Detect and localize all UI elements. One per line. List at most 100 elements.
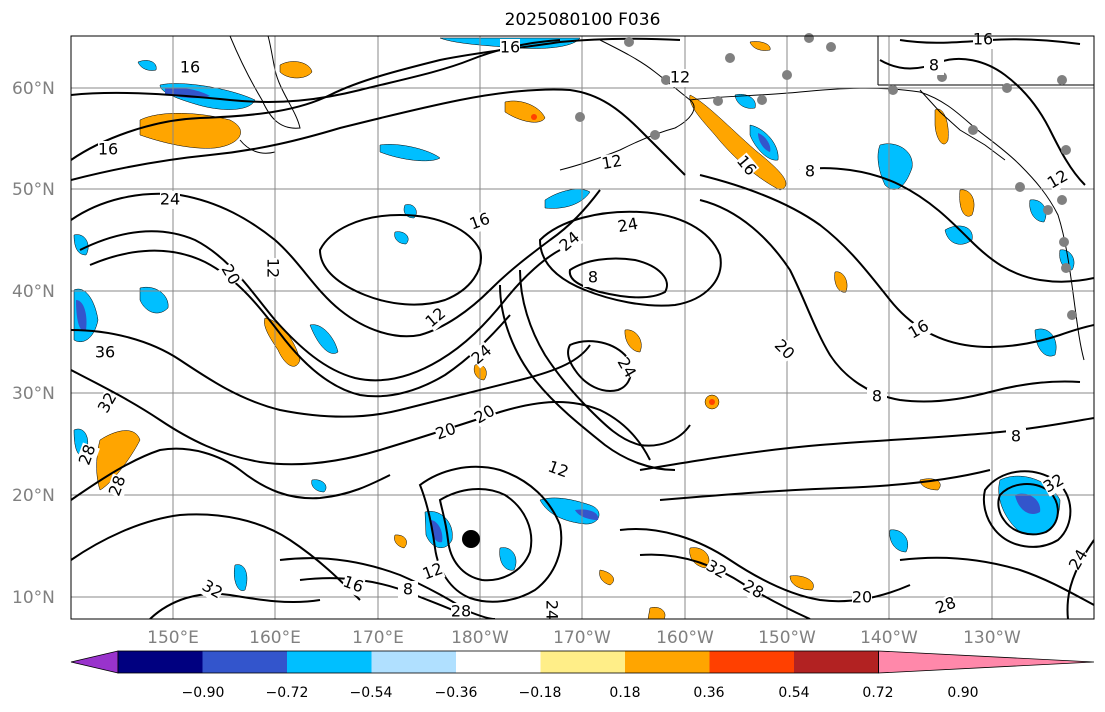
colorbar-tick-label: 0.18 — [609, 685, 640, 701]
contour-label-layer: 16 16 16 24 20 12 16 12 24 24 8 12 8 16 20 24 12 24 20 36 32… — [75, 30, 1092, 621]
shade-patch — [544, 189, 591, 209]
lon-label-160w: 160°W — [656, 628, 714, 648]
latitude-axis: 60°N 50°N 40°N 30°N 20°N 10°N — [12, 79, 55, 608]
contour-label: 8 — [929, 56, 939, 75]
contour-label-background — [76, 442, 100, 468]
shade-patch — [599, 569, 614, 586]
contour-label: 24 — [614, 354, 641, 381]
shade-patch — [834, 271, 848, 293]
contour-label-background — [340, 573, 366, 597]
station-marker — [1002, 83, 1012, 93]
shade-patch — [1029, 199, 1047, 223]
contour-label: 24 — [616, 214, 639, 236]
colorbar-extend-max — [878, 650, 1095, 674]
shaded-field-layer — [73, 37, 1075, 619]
station-marker — [1043, 205, 1053, 215]
map-title: 2025080100 F036 — [504, 10, 661, 30]
colorbar-tick-label: −0.90 — [182, 685, 225, 701]
shade-patch — [734, 94, 756, 109]
station-marker — [826, 42, 836, 52]
contour-label-background — [433, 420, 459, 444]
colorbar-segment — [540, 651, 625, 673]
lat-label-60n: 60°N — [12, 79, 55, 99]
contour-label-background — [451, 603, 471, 621]
contour-line — [299, 577, 471, 619]
shade-patch — [575, 509, 599, 520]
contour-label-background — [468, 341, 496, 369]
contour-line — [538, 210, 722, 307]
contour-label: 12 — [670, 68, 690, 87]
shade-patch — [789, 575, 814, 591]
colorbar-segment — [456, 651, 541, 673]
contour-layer — [71, 37, 1094, 619]
shade-patch — [309, 324, 339, 354]
contour-line — [71, 513, 361, 601]
contour-label-background — [542, 600, 560, 620]
lat-label-30n: 30°N — [12, 384, 55, 404]
shade-patch — [379, 144, 441, 162]
shade-patch — [749, 41, 771, 51]
contour-line — [899, 556, 1094, 606]
colorbar-tick-label: 0.72 — [862, 685, 893, 701]
shade-patch — [624, 329, 642, 353]
shade-patch — [758, 133, 771, 152]
contour-label: 12 — [600, 151, 623, 173]
station-marker — [782, 70, 792, 80]
lon-label-140w: 140°W — [860, 628, 918, 648]
lon-label-170w: 170°W — [553, 628, 611, 648]
contour-label: 24 — [543, 600, 562, 620]
shade-patch — [76, 300, 87, 331]
colorbar-tick-label: 0.54 — [778, 685, 809, 701]
contour-label: 8 — [588, 268, 598, 287]
contour-label-background — [398, 581, 418, 599]
contour-label-background — [613, 354, 639, 382]
contour-label-background — [1040, 471, 1068, 497]
lon-label-130w: 130°W — [963, 628, 1021, 648]
station-marker — [661, 75, 671, 85]
contour-label: 12 — [1044, 166, 1071, 193]
contour-line — [997, 483, 1059, 536]
contour-label: 16 — [973, 30, 993, 49]
contour-label: 16 — [180, 58, 200, 77]
shade-patch — [1034, 328, 1057, 357]
station-marker — [725, 53, 735, 63]
contour-line — [699, 174, 1094, 348]
contour-label: 16 — [500, 38, 520, 57]
station-marker — [1057, 75, 1067, 85]
contour-line — [519, 269, 691, 447]
contour-label: 8 — [1011, 427, 1021, 446]
contour-label-background — [670, 69, 690, 87]
colorbar-segment — [118, 651, 203, 673]
contour-label: 8 — [403, 580, 413, 599]
contour-label: 32 — [199, 576, 226, 603]
contour-label: 16 — [341, 572, 367, 597]
contour-line — [318, 213, 482, 306]
contour-label-background — [702, 557, 730, 583]
station-marker — [1059, 237, 1069, 247]
colorbar-segment — [625, 651, 710, 673]
colorbar-tick-labels: −0.90 −0.72 −0.54 −0.36 −0.18 0.18 0.36 … — [182, 685, 979, 701]
shade-patch — [1015, 493, 1041, 515]
shade-patch-core — [531, 114, 537, 120]
contour-label-background — [98, 141, 118, 159]
contour-line — [71, 37, 681, 161]
contour-line — [879, 57, 1086, 186]
contour-line — [71, 447, 391, 501]
contour-label-background — [616, 215, 640, 237]
contour-label-background — [732, 152, 760, 180]
map-frame — [70, 35, 1095, 620]
colorbar-segment — [794, 651, 879, 673]
station-marker — [650, 130, 660, 140]
contour-label-background — [1006, 428, 1026, 446]
graticule — [71, 36, 1094, 619]
contour-label-background — [471, 402, 499, 428]
contour-line — [799, 167, 1094, 283]
station-marker — [575, 112, 585, 122]
shade-patch — [689, 94, 787, 191]
contour-label-background — [217, 261, 243, 289]
shade-patch-core — [709, 399, 715, 405]
shade-patch — [264, 317, 301, 367]
contour-label-background — [1066, 546, 1092, 574]
contour-line — [418, 465, 563, 603]
